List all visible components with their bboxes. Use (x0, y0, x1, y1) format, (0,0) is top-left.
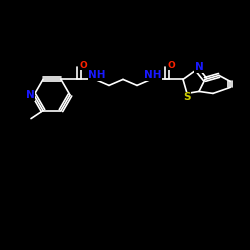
Text: N: N (26, 90, 34, 100)
Text: S: S (183, 92, 191, 102)
Text: NH: NH (144, 70, 162, 81)
Text: O: O (167, 61, 175, 70)
Text: O: O (79, 61, 87, 70)
Text: N: N (194, 62, 203, 72)
Text: NH: NH (88, 70, 106, 81)
